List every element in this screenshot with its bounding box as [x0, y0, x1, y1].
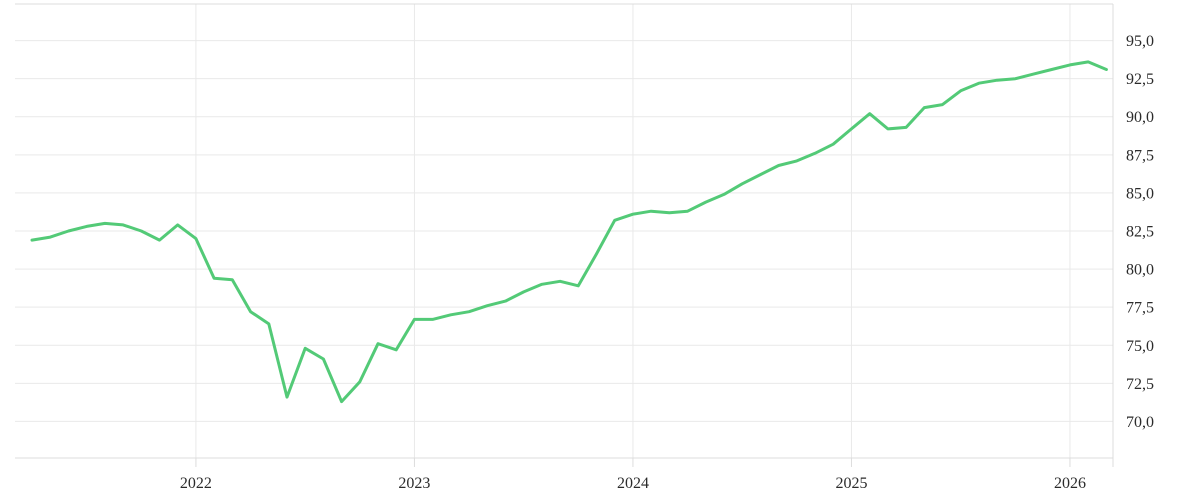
y-tick-label: 92,5 — [1126, 71, 1154, 88]
x-tick-label: 2023 — [398, 475, 430, 492]
x-tick-label: 2025 — [835, 475, 867, 492]
price-line — [30, 60, 1108, 404]
x-tick-label: 2022 — [180, 475, 212, 492]
x-tick-label: 2026 — [1054, 475, 1086, 492]
y-tick-label: 82,5 — [1126, 224, 1154, 241]
y-tick-label: 90,0 — [1126, 109, 1154, 126]
x-tick-label: 2024 — [617, 475, 649, 492]
y-tick-label: 80,0 — [1126, 262, 1154, 279]
y-tick-label: 70,0 — [1126, 414, 1154, 431]
y-tick-label: 77,5 — [1126, 300, 1154, 317]
y-tick-label: 72,5 — [1126, 376, 1154, 393]
y-tick-label: 75,0 — [1126, 338, 1154, 355]
y-tick-label: 95,0 — [1126, 33, 1154, 50]
y-tick-label: 87,5 — [1126, 147, 1154, 164]
y-tick-label: 85,0 — [1126, 185, 1154, 202]
